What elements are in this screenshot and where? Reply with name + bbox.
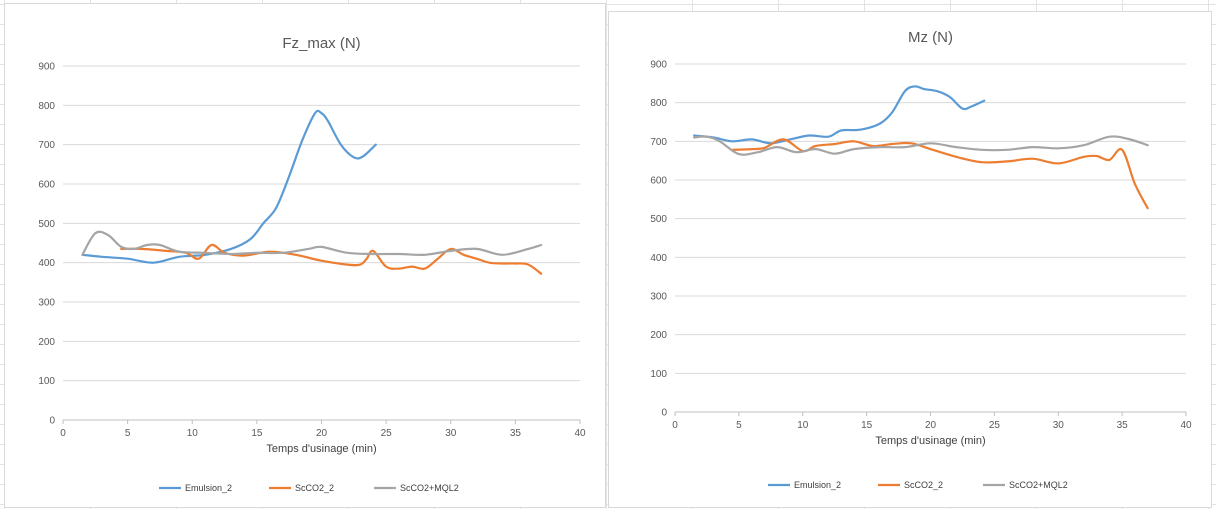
fz-legend-label-scco2-2: ScCO2_2 bbox=[295, 483, 334, 493]
mz-ytick-900: 900 bbox=[650, 60, 667, 71]
fz-xtick-35: 35 bbox=[510, 428, 522, 439]
mz-ytick-400: 400 bbox=[650, 253, 667, 264]
mz-legend-label-scco2-2: ScCO2_2 bbox=[904, 480, 943, 490]
mz-ytick-700: 700 bbox=[650, 137, 667, 148]
fz-legend-label-scco2-mql2: ScCO2+MQL2 bbox=[400, 483, 459, 493]
mz-ytick-800: 800 bbox=[650, 98, 667, 109]
mz-ytick-0: 0 bbox=[661, 408, 667, 419]
fz-xtick-5: 5 bbox=[125, 428, 131, 439]
chart-mz-canvas: Mz (N) 0 100 200 300 400 500 600 700 800 900 0 5 10 15… bbox=[650, 29, 1192, 490]
fz-ytick-0: 0 bbox=[49, 416, 55, 427]
mz-xlabel: Temps d'usinage (min) bbox=[875, 435, 985, 447]
fz-xtick-0: 0 bbox=[60, 428, 66, 439]
mz-ytick-500: 500 bbox=[650, 214, 667, 225]
mz-legend-label-emulsion-2: Emulsion_2 bbox=[794, 480, 841, 490]
chart-fz-max[interactable]: Fz_max (N) 0 100 200 300 400 500 600 700 800 900 0 5… bbox=[4, 3, 606, 508]
fz-legend-label-emulsion-2: Emulsion_2 bbox=[185, 483, 232, 493]
fz-ytick-600: 600 bbox=[38, 180, 55, 191]
fz-ytick-300: 300 bbox=[38, 298, 55, 309]
fz-xtick-30: 30 bbox=[445, 428, 457, 439]
chart-fz-max-canvas: Fz_max (N) 0 100 200 300 400 500 600 700 800 900 0 5… bbox=[38, 35, 586, 493]
mz-ytick-300: 300 bbox=[650, 292, 667, 303]
mz-xtick-25: 25 bbox=[989, 420, 1001, 431]
fz-ytick-100: 100 bbox=[38, 376, 55, 387]
mz-xtick-10: 10 bbox=[797, 420, 809, 431]
fz-ytick-800: 800 bbox=[38, 101, 55, 112]
fz-ytick-200: 200 bbox=[38, 337, 55, 348]
mz-ytick-600: 600 bbox=[650, 176, 667, 187]
mz-ytick-100: 100 bbox=[650, 369, 667, 380]
fz-xtick-15: 15 bbox=[251, 428, 263, 439]
fz-xtick-10: 10 bbox=[187, 428, 199, 439]
fz-series-scco2-mql2 bbox=[81, 230, 543, 257]
mz-ytick-200: 200 bbox=[650, 330, 667, 341]
mz-xtick-30: 30 bbox=[1053, 420, 1065, 431]
fz-ytick-400: 400 bbox=[38, 258, 55, 269]
fz-xtick-20: 20 bbox=[316, 428, 328, 439]
mz-series-emulsion-2 bbox=[693, 85, 986, 145]
fz-xtick-25: 25 bbox=[381, 428, 393, 439]
mz-title: Mz (N) bbox=[908, 29, 953, 46]
mz-xtick-35: 35 bbox=[1117, 420, 1129, 431]
mz-xtick-20: 20 bbox=[925, 420, 937, 431]
fz-series-emulsion-2 bbox=[81, 109, 377, 264]
mz-xtick-40: 40 bbox=[1180, 420, 1192, 431]
mz-xtick-5: 5 bbox=[736, 420, 742, 431]
fz-xlabel: Temps d'usinage (min) bbox=[266, 443, 376, 455]
fz-ytick-700: 700 bbox=[38, 140, 55, 151]
mz-xtick-0: 0 bbox=[672, 420, 678, 431]
fz-xtick-40: 40 bbox=[574, 428, 586, 439]
fz-ytick-900: 900 bbox=[38, 62, 55, 73]
mz-xtick-15: 15 bbox=[861, 420, 873, 431]
fz-ytick-500: 500 bbox=[38, 219, 55, 230]
fz-title: Fz_max (N) bbox=[282, 35, 360, 52]
mz-legend-label-scco2-mql2: ScCO2+MQL2 bbox=[1009, 480, 1068, 490]
mz-series-scco2-2 bbox=[731, 138, 1149, 210]
chart-mz[interactable]: Mz (N) 0 100 200 300 400 500 600 700 800 900 0 5 10 15… bbox=[608, 11, 1212, 508]
mz-series-scco2-mql2 bbox=[693, 135, 1149, 156]
